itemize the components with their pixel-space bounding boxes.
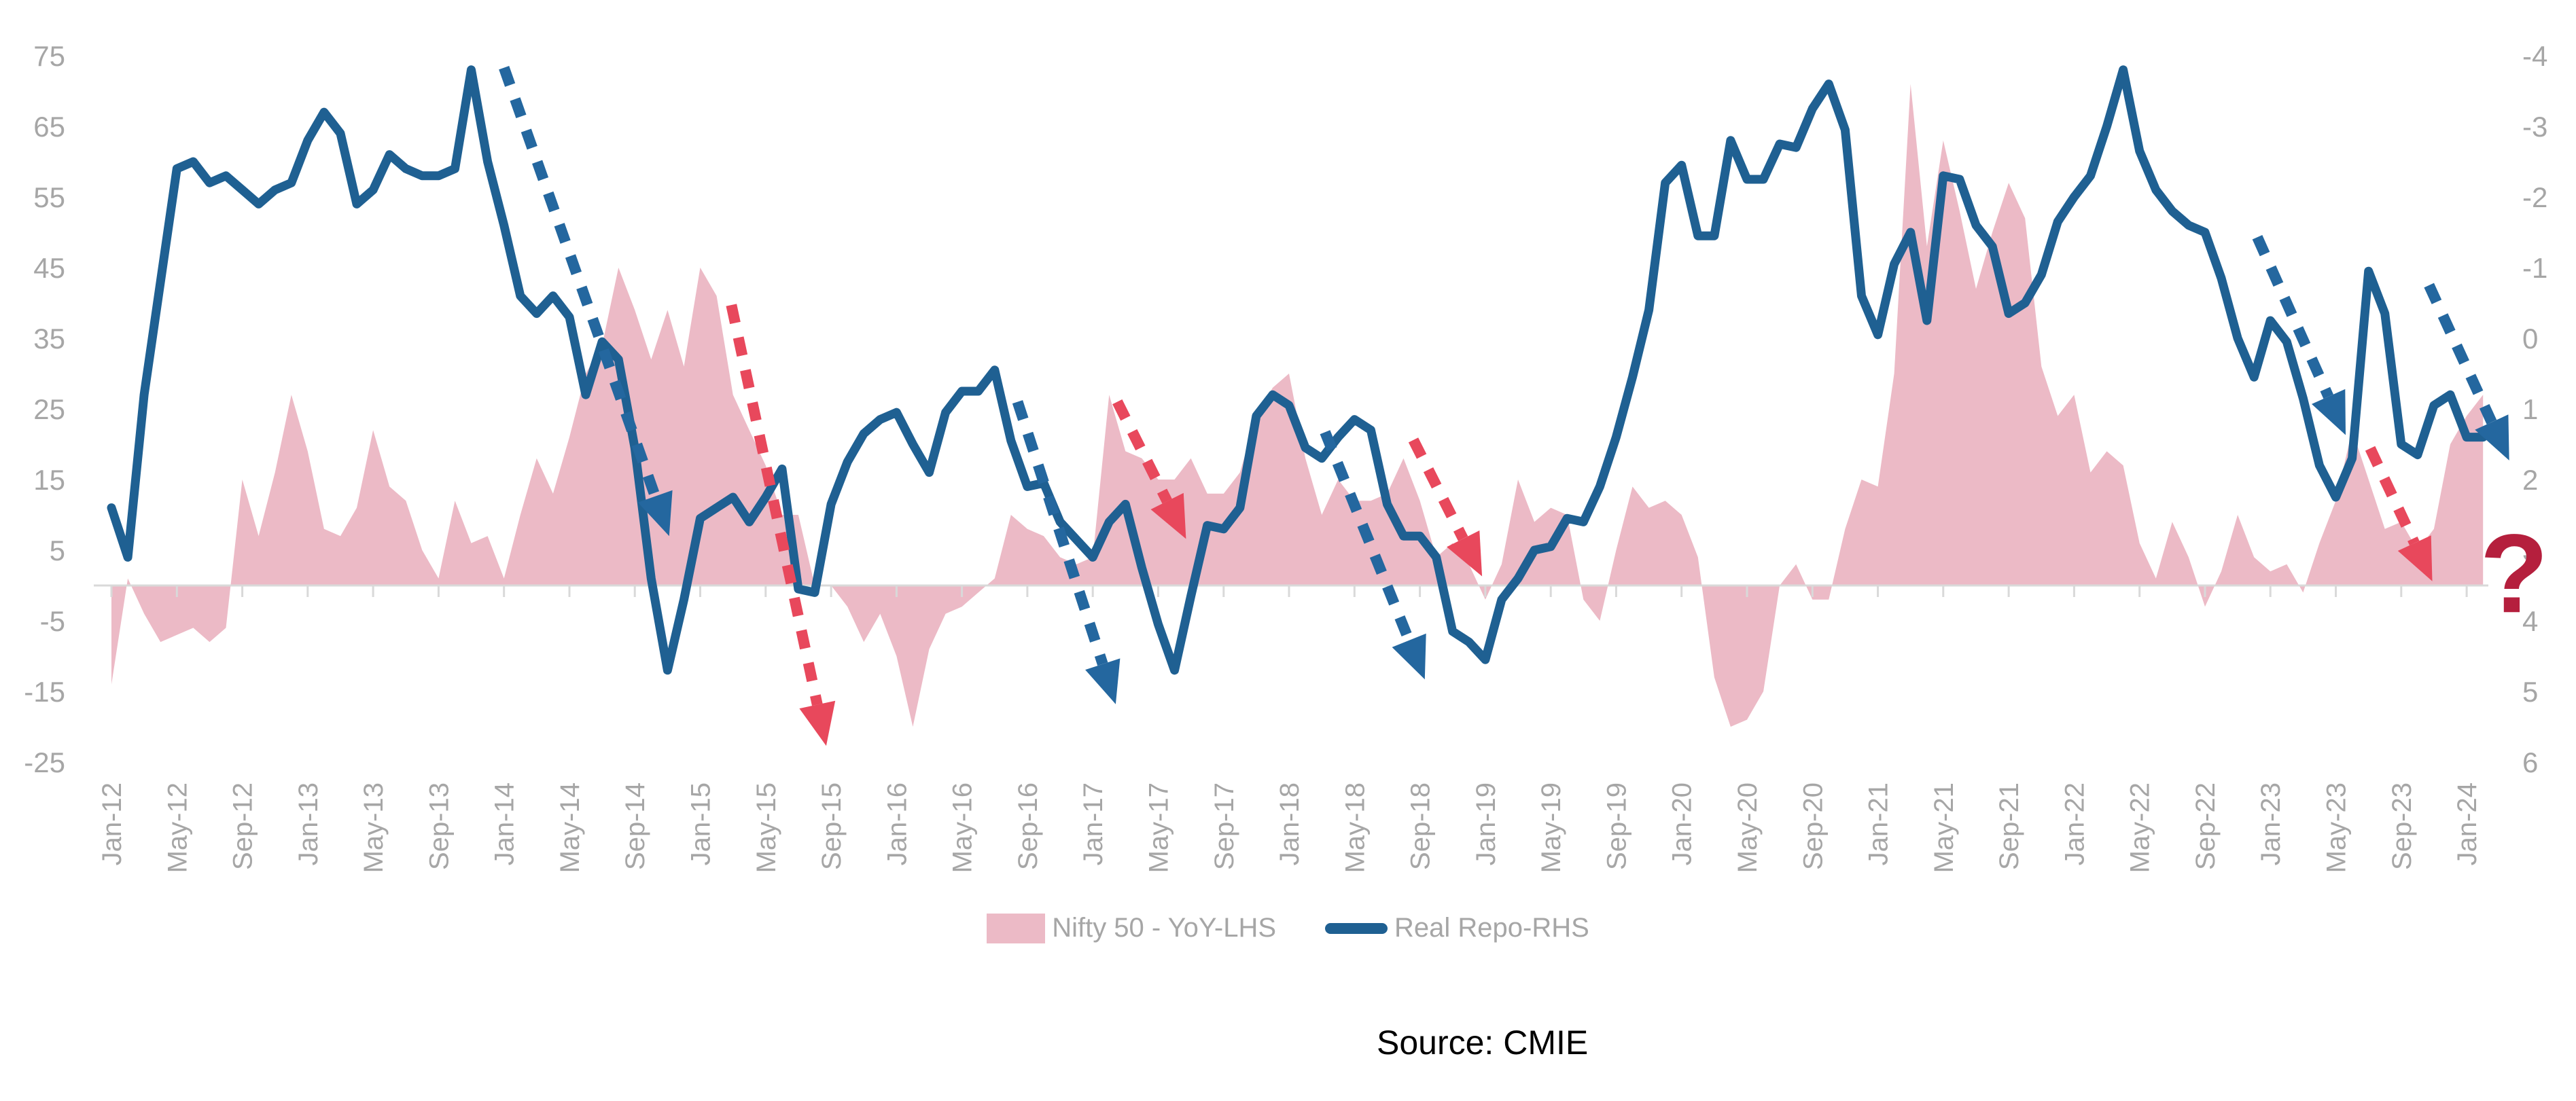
y-axis-label-left: 75 (33, 40, 65, 72)
x-axis-label: May-12 (162, 782, 192, 873)
x-axis-label: Sep-15 (817, 782, 847, 870)
x-axis-label: Sep-16 (1013, 782, 1043, 870)
y-axis-label-right: 5 (2522, 676, 2538, 708)
x-axis-label: May-20 (1733, 782, 1763, 873)
x-axis-label: May-21 (1929, 782, 1959, 873)
x-axis-label: May-23 (2322, 782, 2352, 873)
y-axis-label-left: -15 (24, 676, 65, 708)
y-axis-label-left: -25 (24, 746, 65, 778)
x-axis-label: May-13 (359, 782, 389, 873)
y-axis-label-right: 3 (2522, 535, 2538, 566)
y-axis-label-right: -2 (2522, 181, 2547, 213)
y-axis-label-left: 55 (33, 181, 65, 213)
blue-trend-arrowhead (2475, 414, 2509, 461)
nifty-area (111, 84, 2484, 727)
question-mark: ? (2480, 511, 2549, 636)
y-axis-label-right: 0 (2522, 323, 2538, 355)
x-axis-label: Sep-19 (1602, 782, 1631, 870)
x-axis-label: Sep-23 (2387, 782, 2417, 870)
x-axis-label: May-15 (752, 782, 781, 873)
x-axis-label: Jan-12 (97, 782, 127, 865)
y-axis-label-right: 1 (2522, 393, 2538, 425)
y-axis-label-right: 4 (2522, 605, 2538, 637)
x-axis-label: Jan-19 (1471, 782, 1501, 865)
x-axis-label: Jan-20 (1668, 782, 1697, 865)
y-axis-label-right: 6 (2522, 746, 2538, 778)
x-axis-label: Jan-16 (882, 782, 912, 865)
blue-trend-arrowhead (637, 490, 673, 537)
x-axis-label: Jan-14 (490, 782, 520, 865)
source-caption: Source: CMIE (1377, 1024, 1589, 1062)
blue-trend-arrowhead (2312, 389, 2346, 435)
red-trend-arrowhead (799, 700, 836, 746)
y-axis-label-left: 65 (33, 111, 65, 143)
x-axis-label: Sep-21 (1994, 782, 2024, 870)
blue-trend-arrow-shaft (2252, 235, 2334, 399)
y-axis-left-labels: 75 65 55 45 35 25 15 5 -5 -15 -25 (24, 40, 65, 778)
trend-arrows (499, 66, 2509, 746)
red-trend-arrow-shaft (726, 304, 823, 706)
y-axis-label-left: -5 (40, 605, 65, 637)
x-axis-label: May-17 (1144, 782, 1174, 873)
x-axis-label: Sep-14 (620, 782, 650, 870)
x-axis-labels: Jan-12 May-12 Sep-12 Jan-13 May-13 Sep-13 Jan-… (97, 782, 2482, 873)
blue-trend-arrow-shaft (1012, 400, 1108, 666)
x-axis-label: Sep-22 (2191, 782, 2221, 870)
x-axis-label: May-18 (1340, 782, 1370, 873)
blue-trend-arrow-shaft (2424, 283, 2497, 425)
y-axis-label-left: 25 (33, 393, 65, 425)
y-axis-label-left: 45 (33, 252, 65, 284)
x-axis-label: Jan-13 (294, 782, 323, 865)
legend-label-nifty: Nifty 50 - YoY-LHS (1052, 913, 1277, 943)
blue-trend-arrow-shaft (499, 66, 660, 499)
x-axis-label: Jan-15 (686, 782, 716, 865)
x-axis-label: May-16 (948, 782, 978, 873)
red-trend-arrowhead (1447, 530, 1483, 577)
chart-legend: Nifty 50 - YoY-LHS Real Repo-RHS (0, 913, 2576, 943)
legend-item-nifty: Nifty 50 - YoY-LHS (987, 913, 1276, 943)
repo-line (107, 65, 2488, 675)
x-axis-ticks (110, 585, 2468, 597)
x-axis-label: Jan-24 (2452, 782, 2482, 865)
x-axis-label: May-22 (2125, 782, 2155, 873)
red-trend-arrowhead (2397, 535, 2433, 581)
x-axis-label: Sep-20 (1798, 782, 1828, 870)
nifty-area-swatch (987, 913, 1046, 943)
x-axis-label: Sep-18 (1406, 782, 1436, 870)
x-axis-label: Sep-13 (424, 782, 454, 870)
y-axis-label-right: -1 (2522, 252, 2547, 284)
x-axis-label: Jan-17 (1078, 782, 1108, 865)
red-trend-arrowhead (1150, 492, 1186, 539)
y-axis-label-right: -4 (2522, 40, 2547, 72)
x-axis-label: Sep-12 (228, 782, 258, 870)
blue-trend-arrowhead (1392, 633, 1426, 680)
x-axis-label: May-14 (555, 782, 585, 873)
x-axis-label: Jan-18 (1275, 782, 1305, 865)
y-axis-label-left: 15 (33, 464, 65, 496)
x-axis-label: May-19 (1536, 782, 1566, 873)
y-axis-label-left: 5 (50, 535, 65, 566)
blue-trend-arrowhead (1085, 658, 1121, 704)
legend-label-repo: Real Repo-RHS (1394, 913, 1589, 943)
x-axis-label: Sep-17 (1210, 782, 1239, 870)
red-trend-arrow-shaft (2365, 446, 2420, 545)
x-axis-label: Jan-21 (1864, 782, 1894, 865)
repo-line-swatch (1325, 922, 1388, 934)
y-axis-right-labels: -4 -3 -2 -1 0 1 2 3 4 5 6 (2522, 40, 2547, 778)
blue-trend-arrow-shaft (1320, 430, 1415, 643)
y-axis-label-right: 2 (2522, 464, 2538, 496)
x-axis-label: Jan-23 (2256, 782, 2286, 865)
y-axis-label-left: 35 (33, 323, 65, 355)
y-axis-label-right: -3 (2522, 111, 2547, 143)
legend-item-repo: Real Repo-RHS (1325, 913, 1589, 943)
x-axis-label: Jan-22 (2060, 782, 2089, 865)
